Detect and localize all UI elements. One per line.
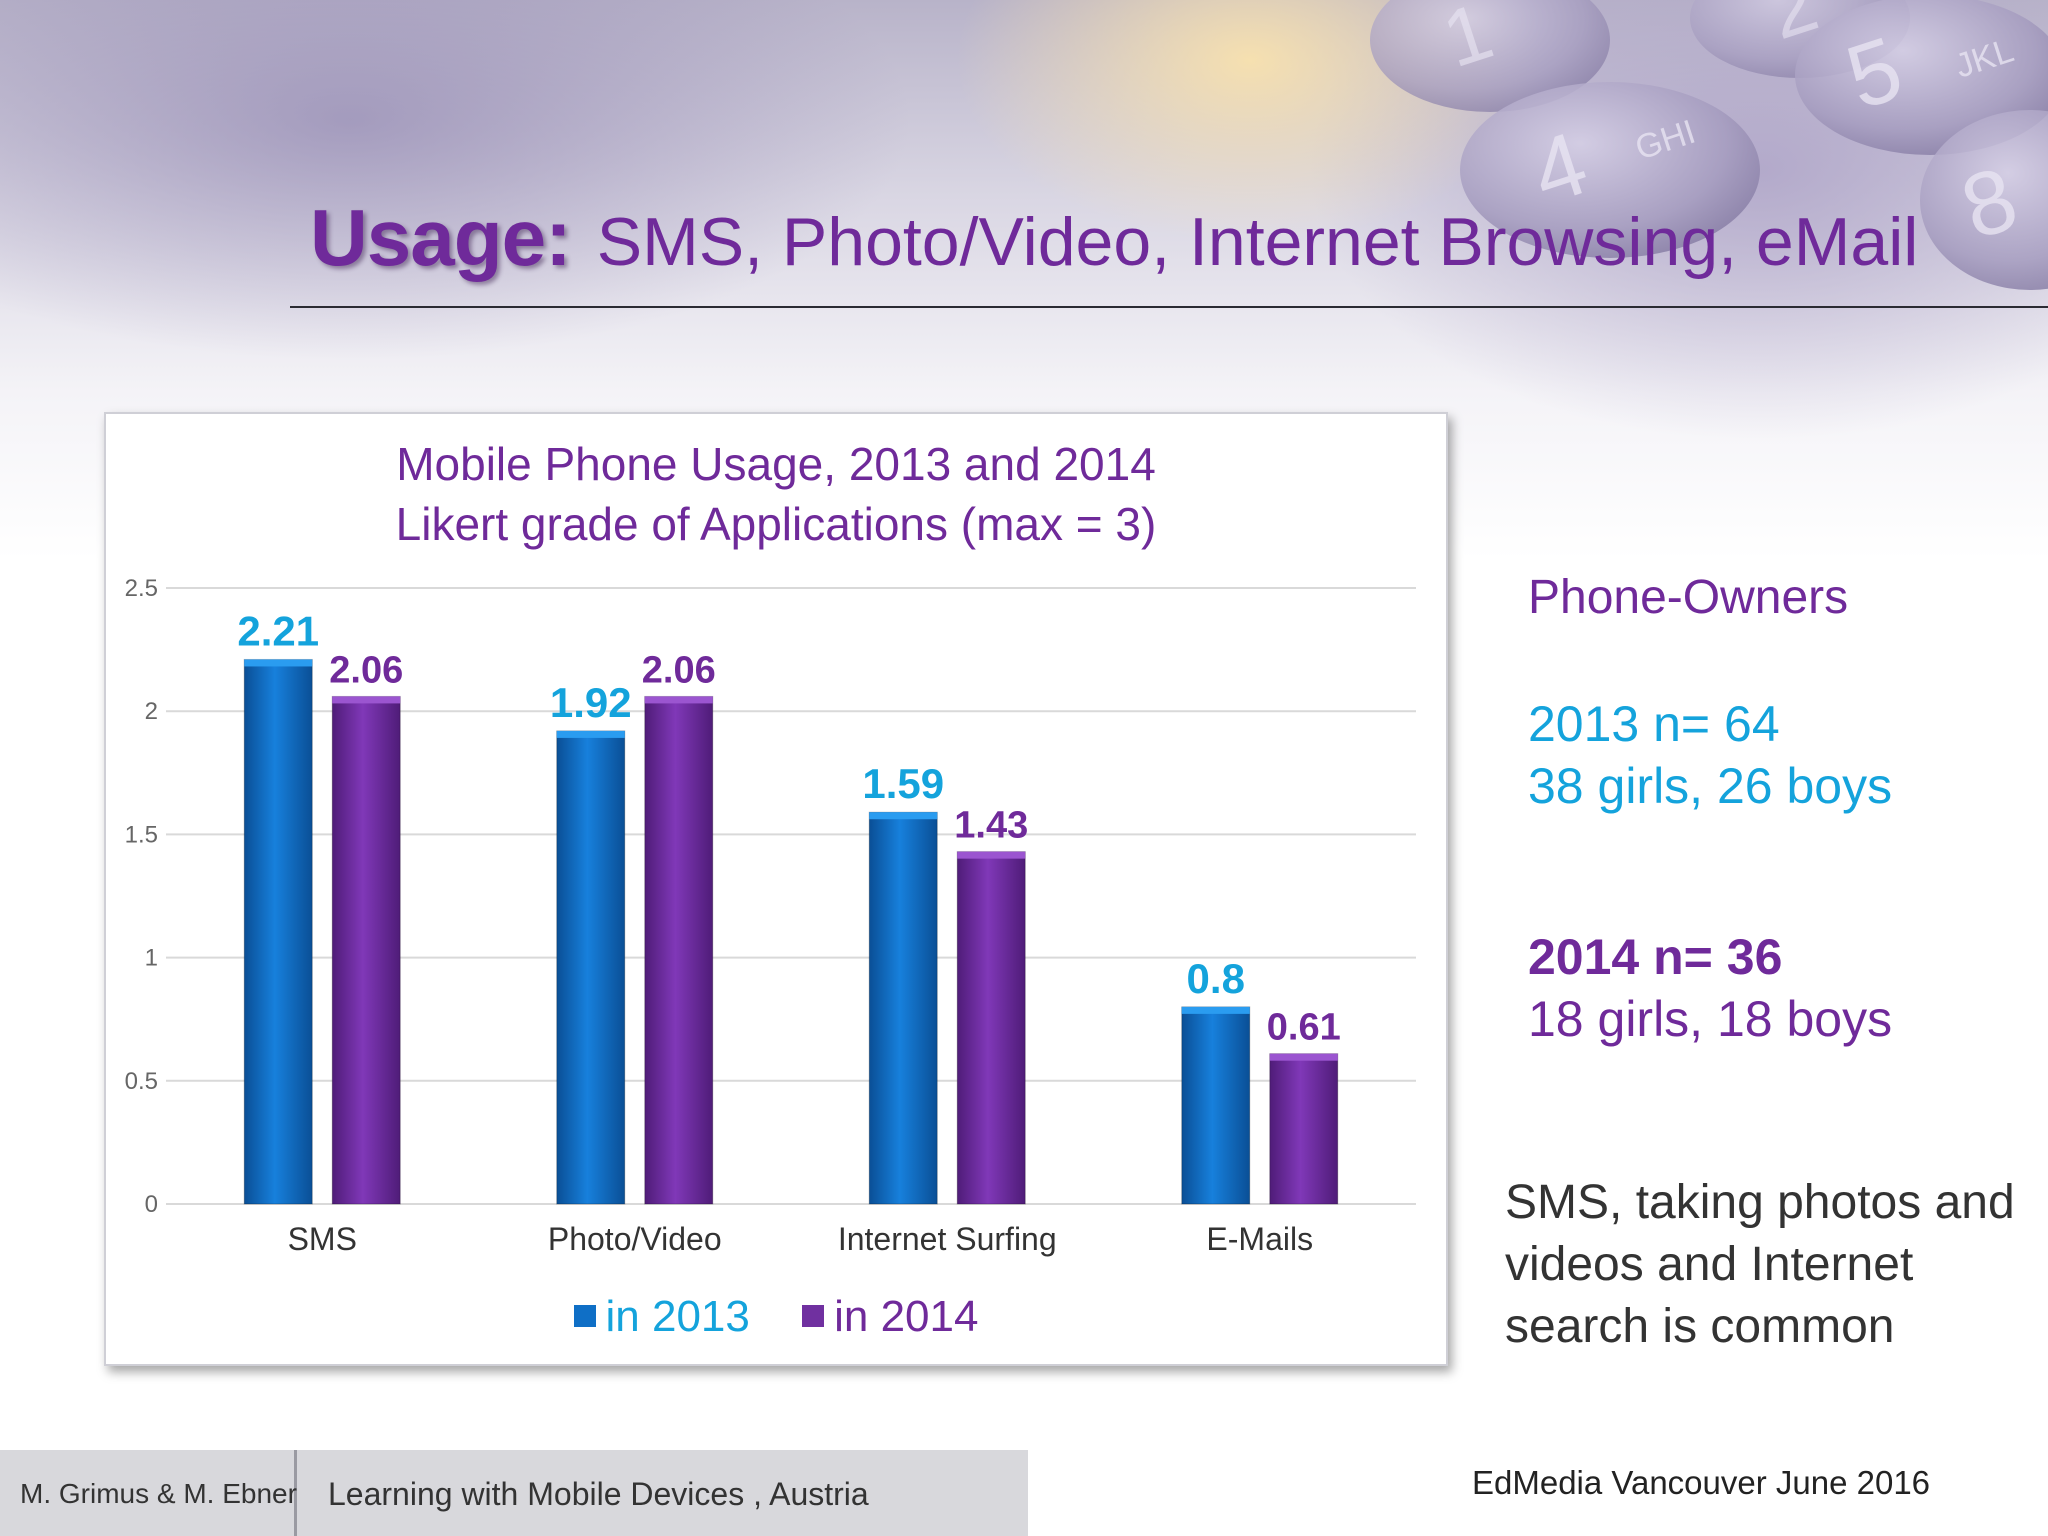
bar-cap: [332, 696, 401, 704]
bar-2013: [243, 658, 313, 1205]
bar-cap: [244, 659, 313, 667]
legend-label-2013: in 2013: [605, 1292, 750, 1342]
chart-subtitle: Likert grade of Applications (max = 3): [396, 498, 1157, 550]
bar-2013: [1181, 1006, 1251, 1205]
keypad-key-4: [1460, 82, 1760, 258]
slide-title: Usage: SMS, Photo/Video, Internet Browsin…: [310, 192, 2010, 302]
bar-cap: [644, 696, 713, 704]
summary-note: SMS, taking photos and videos and Intern…: [1505, 1176, 2015, 1353]
bar-2014: [644, 695, 714, 1205]
y-tick-label: 2.5: [125, 575, 158, 602]
y-tick-label: 1: [145, 945, 158, 972]
chart-panel: Mobile Phone Usage, 2013 and 2014 Likert …: [104, 412, 1448, 1366]
gender-split-2014: 18 girls, 18 boys: [1528, 991, 1893, 1047]
sample-size-2013: 2013 n= 64: [1528, 696, 1780, 752]
footer-project: Learning with Mobile Devices , Austria: [328, 1476, 869, 1512]
data-label-2014: 2.06: [642, 649, 716, 691]
sample-size-2014: 2014 n= 36: [1528, 929, 1783, 985]
chart-legend: in 2013 in 2014: [106, 1290, 1446, 1342]
data-label-2014: 0.61: [1267, 1007, 1341, 1049]
footer-bar: [0, 1450, 1028, 1536]
legend-swatch-2014: [802, 1304, 825, 1327]
gender-split-2013: 38 girls, 26 boys: [1528, 758, 1893, 814]
bar-2014: [1269, 1053, 1339, 1205]
footer-divider: [294, 1450, 297, 1536]
legend-label-2014: in 2014: [834, 1292, 979, 1342]
legend-item-2013: in 2013: [573, 1292, 750, 1342]
bar-2013: [556, 730, 626, 1205]
data-label-2013: 1.59: [862, 760, 944, 807]
bar-cap: [869, 812, 938, 820]
chart-title: Mobile Phone Usage, 2013 and 2014: [396, 438, 1156, 490]
slide-title-rest: SMS, Photo/Video, Internet Browsing, eMa…: [596, 204, 1919, 280]
bar-cap: [957, 851, 1026, 859]
bar-cap: [1181, 1006, 1250, 1014]
slide-title-lead: Usage:: [310, 193, 572, 282]
y-tick-label: 0: [145, 1191, 158, 1218]
x-tick-label: SMS: [288, 1221, 357, 1257]
data-label-2013: 0.8: [1187, 955, 1245, 1002]
phone-owners-label: Phone-Owners: [1528, 571, 1849, 624]
legend-item-2014: in 2014: [802, 1292, 978, 1342]
data-label-2014: 1.43: [954, 805, 1028, 847]
data-label-2014: 2.06: [329, 649, 403, 691]
legend-swatch-2013: [573, 1304, 596, 1327]
x-tick-label: Photo/Video: [548, 1221, 722, 1257]
bar-2014: [331, 695, 401, 1205]
bar-2013: [868, 811, 938, 1205]
phone-keypad-photo: 4 GHI 5 JKL 8 1 2: [1370, 0, 2048, 290]
title-underline: [290, 306, 2048, 308]
footer-authors: M. Grimus & M. Ebner: [20, 1478, 297, 1509]
bar-cap: [1269, 1053, 1338, 1061]
data-label-2013: 2.21: [237, 607, 319, 654]
keypad-key-1: [1370, 0, 1610, 112]
x-tick-label: E-Mails: [1206, 1221, 1313, 1257]
data-label-2013: 1.92: [550, 679, 632, 726]
y-tick-label: 0.5: [125, 1068, 158, 1095]
footer-conference: EdMedia Vancouver June 2016: [1472, 1464, 1931, 1501]
x-tick-label: Internet Surfing: [838, 1221, 1057, 1257]
y-tick-label: 1.5: [125, 821, 158, 848]
bar-cap: [556, 730, 625, 738]
y-tick-label: 2: [145, 698, 158, 725]
bar-2014: [956, 851, 1026, 1205]
keypad-key-5: [1795, 0, 2048, 155]
bar-chart: Mobile Phone Usage, 2013 and 2014 Likert …: [125, 438, 1416, 1257]
keypad-key-8: [1920, 110, 2048, 290]
